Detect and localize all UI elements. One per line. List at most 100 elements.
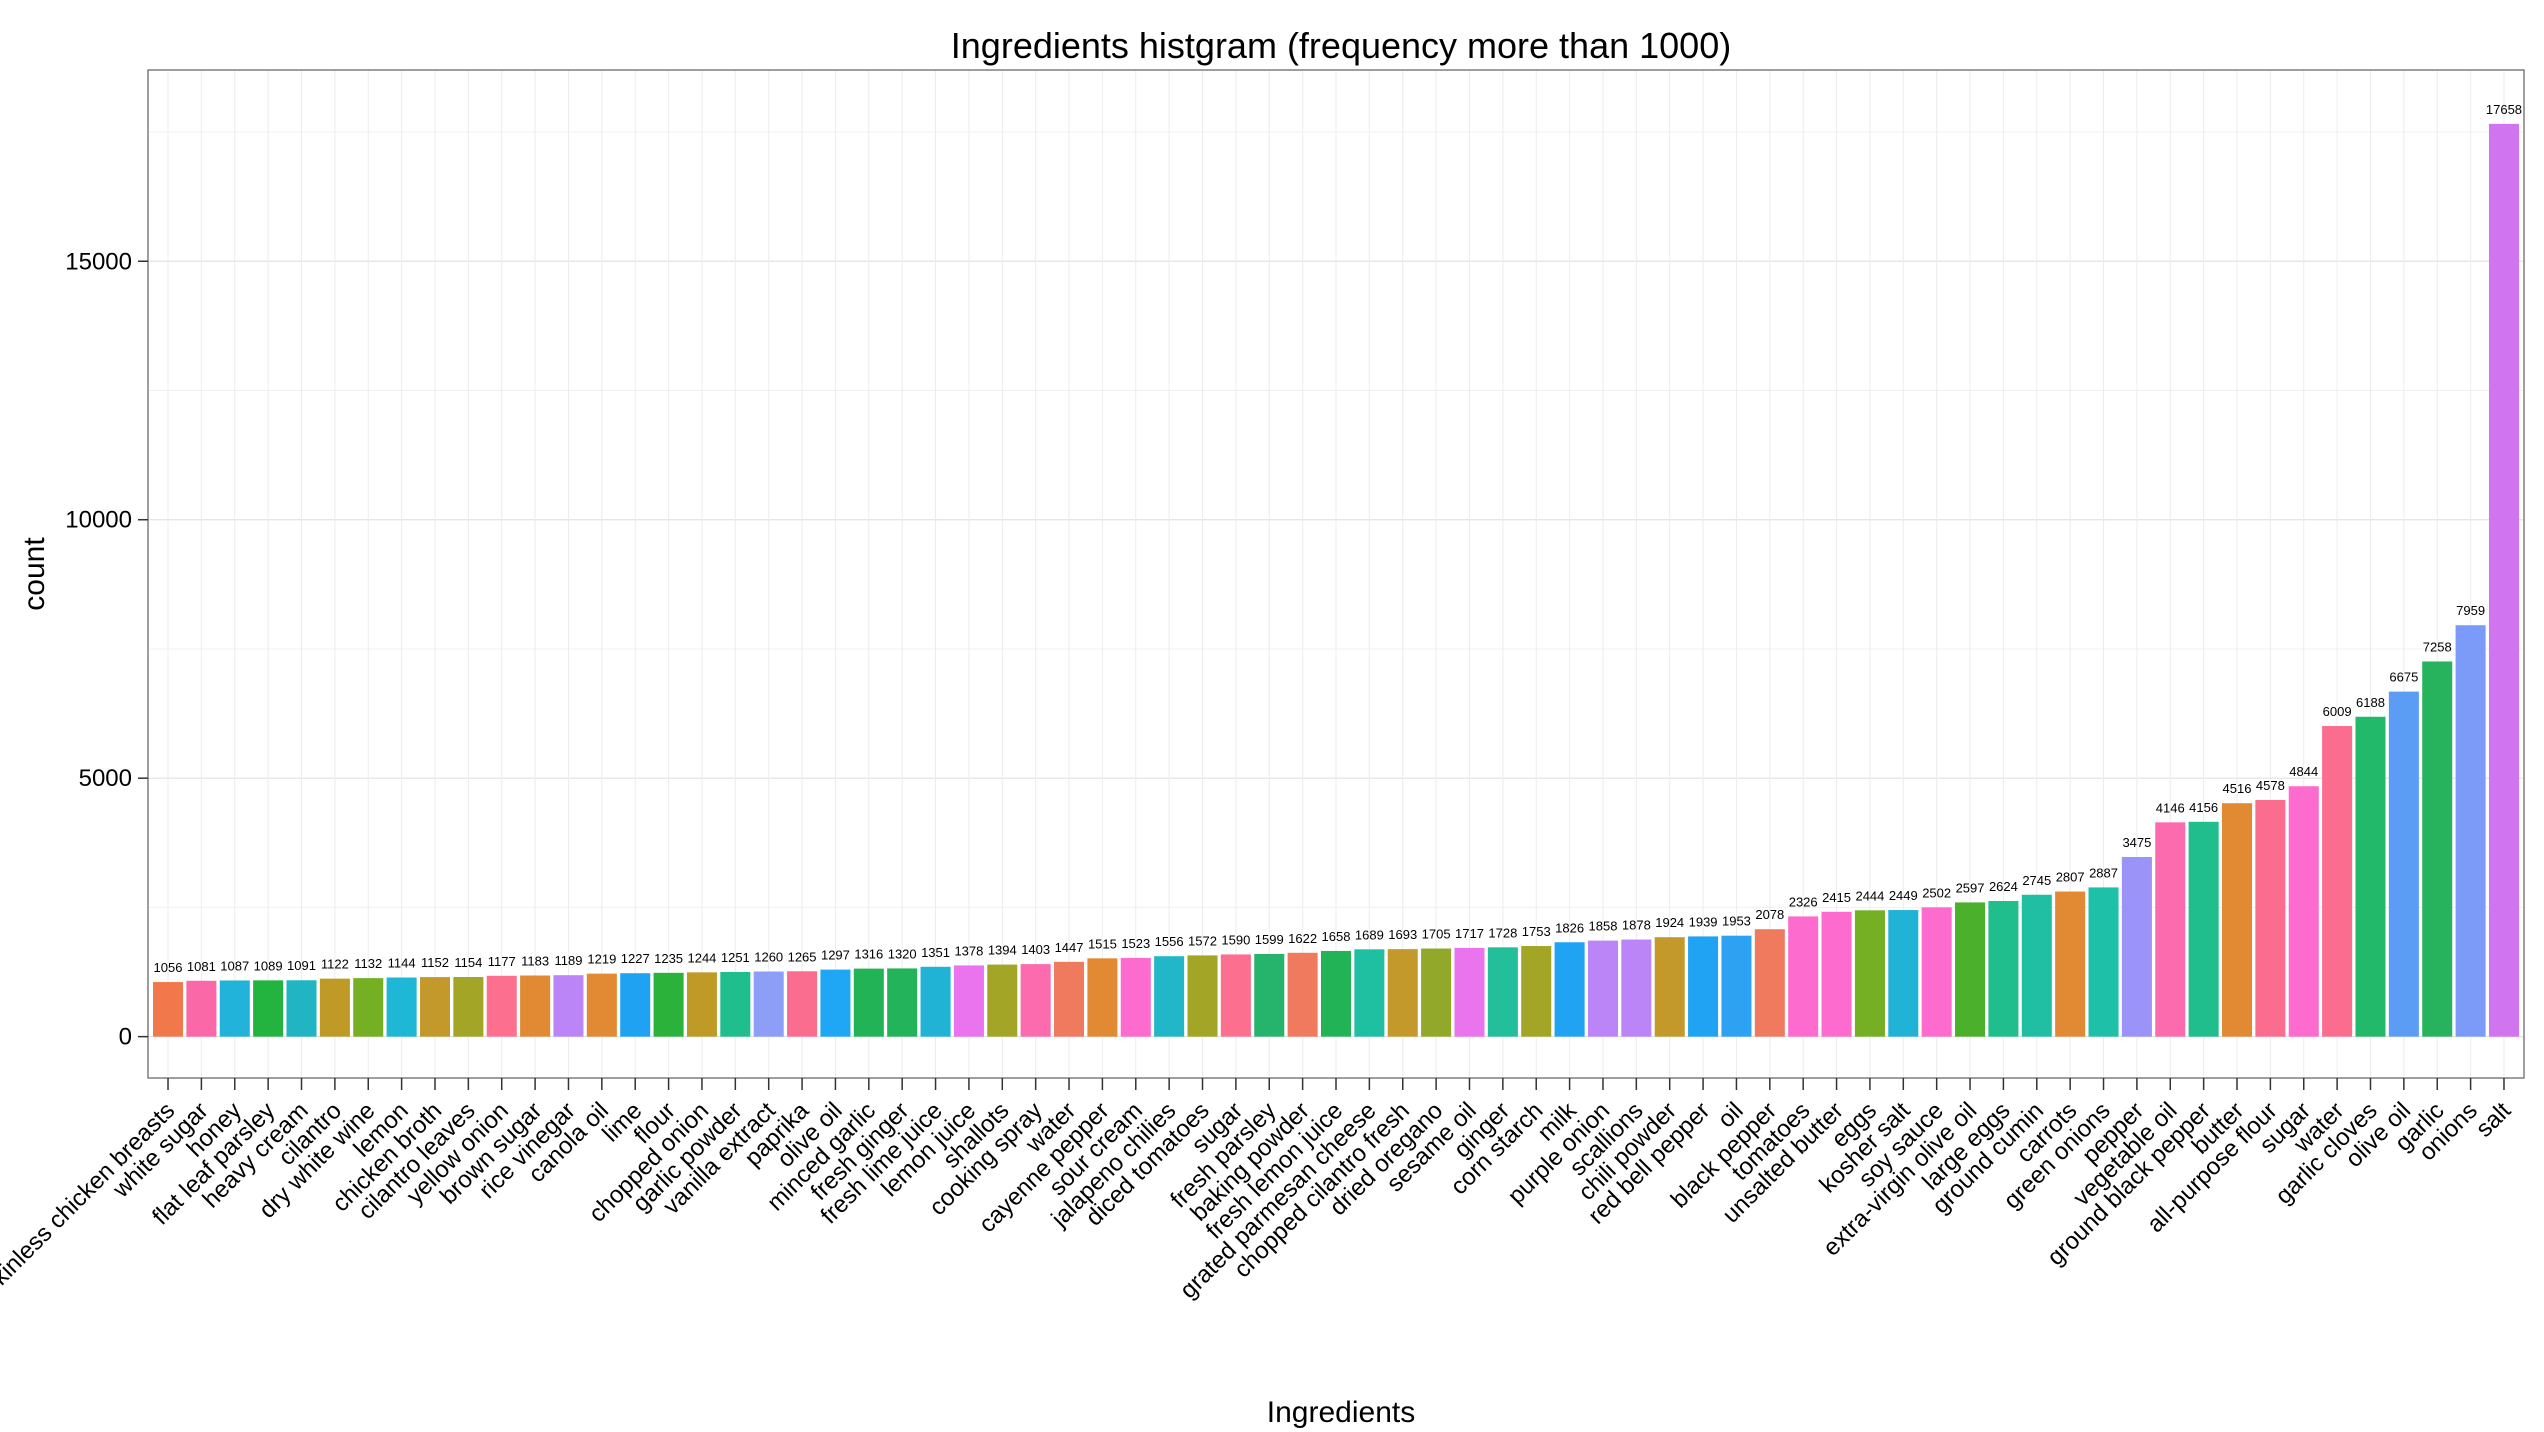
bar-value-label: 1403 bbox=[1021, 942, 1050, 957]
bar-value-label: 2444 bbox=[1855, 888, 1884, 903]
x-tick-label: salt bbox=[2471, 1097, 2517, 1143]
bar-value-label: 2415 bbox=[1822, 890, 1851, 905]
bar bbox=[1220, 954, 1251, 1037]
bar-value-label: 1260 bbox=[754, 950, 783, 965]
bar bbox=[853, 968, 884, 1037]
bar bbox=[1821, 911, 1852, 1037]
bar bbox=[1421, 948, 1452, 1037]
bar-value-label: 1515 bbox=[1088, 936, 1117, 951]
bar-value-label: 4516 bbox=[2223, 781, 2252, 796]
bar-value-label: 1572 bbox=[1188, 933, 1217, 948]
bar bbox=[1020, 964, 1051, 1037]
bar bbox=[787, 971, 818, 1037]
bar bbox=[1387, 949, 1418, 1037]
bar-value-label: 1154 bbox=[454, 955, 482, 970]
bar-value-label: 1447 bbox=[1055, 940, 1084, 955]
bar bbox=[1888, 910, 1919, 1037]
bar bbox=[353, 978, 384, 1037]
bar bbox=[2088, 887, 2119, 1037]
bar bbox=[753, 971, 784, 1037]
bar-value-label: 1219 bbox=[587, 952, 616, 967]
bar bbox=[1054, 961, 1085, 1037]
bar-value-label: 1924 bbox=[1655, 915, 1684, 930]
bar-value-label: 4578 bbox=[2256, 778, 2285, 793]
bar-value-label: 1394 bbox=[988, 943, 1017, 958]
bar bbox=[1688, 936, 1719, 1037]
bar bbox=[953, 965, 984, 1037]
bar-value-label: 4156 bbox=[2189, 800, 2218, 815]
bar bbox=[1854, 910, 1885, 1037]
grid-lines bbox=[148, 70, 2524, 1078]
bar bbox=[2355, 716, 2386, 1037]
bar bbox=[2455, 625, 2486, 1037]
bar-value-label: 1622 bbox=[1288, 931, 1317, 946]
bar bbox=[987, 964, 1018, 1037]
bar bbox=[153, 982, 184, 1037]
bar bbox=[2155, 822, 2186, 1037]
bar-value-label: 6675 bbox=[2389, 670, 2418, 685]
bar-value-label: 1599 bbox=[1255, 932, 1284, 947]
bar-value-label: 1693 bbox=[1388, 927, 1417, 942]
bar bbox=[686, 972, 717, 1037]
bar-value-label: 1056 bbox=[154, 960, 183, 975]
bar-value-label: 1658 bbox=[1322, 929, 1351, 944]
bar-value-label: 2502 bbox=[1922, 885, 1951, 900]
bar bbox=[720, 971, 751, 1037]
bar-value-label: 1717 bbox=[1455, 926, 1484, 941]
bar bbox=[1354, 949, 1385, 1037]
bar bbox=[1154, 956, 1185, 1037]
bar-value-label: 1523 bbox=[1121, 936, 1150, 951]
bar-value-label: 1144 bbox=[388, 956, 416, 971]
bar-value-label: 1189 bbox=[554, 953, 582, 968]
bar bbox=[1654, 937, 1685, 1037]
bar bbox=[820, 969, 851, 1037]
bar-value-label: 2078 bbox=[1755, 907, 1784, 922]
x-axis-title: Ingredients bbox=[1267, 1396, 1415, 1429]
bar-value-label: 1132 bbox=[354, 956, 382, 971]
bar bbox=[1287, 952, 1318, 1037]
bar bbox=[1521, 946, 1552, 1037]
bar-value-label: 2745 bbox=[2022, 873, 2051, 888]
bar bbox=[453, 976, 484, 1037]
bar bbox=[2422, 661, 2453, 1037]
bar-value-label: 1556 bbox=[1155, 934, 1184, 949]
bar bbox=[486, 975, 517, 1037]
bar bbox=[286, 980, 317, 1037]
bar-value-label: 1152 bbox=[421, 955, 449, 970]
bar bbox=[887, 968, 918, 1037]
bar-value-label: 2624 bbox=[1989, 879, 2018, 894]
bar bbox=[1955, 902, 1986, 1037]
bar-value-label: 1089 bbox=[254, 958, 283, 973]
bar-value-label: 1351 bbox=[921, 945, 950, 960]
bar-value-label: 1297 bbox=[821, 948, 850, 963]
bar-value-label: 1953 bbox=[1722, 914, 1751, 929]
bar bbox=[1788, 916, 1819, 1037]
bar bbox=[1320, 950, 1352, 1037]
y-tick-label: 15000 bbox=[65, 248, 132, 275]
bar bbox=[2121, 857, 2152, 1037]
bar-value-label: 6009 bbox=[2323, 704, 2352, 719]
bar-value-label: 1087 bbox=[220, 958, 249, 973]
bar-value-label: 1728 bbox=[1488, 925, 1517, 940]
bar-value-label: 1878 bbox=[1622, 918, 1651, 933]
bar bbox=[219, 980, 250, 1037]
y-axis: 0 5000 10000 15000 bbox=[65, 248, 148, 1051]
bar bbox=[1187, 955, 1218, 1037]
bar bbox=[1454, 947, 1485, 1037]
bar bbox=[1554, 942, 1585, 1037]
y-tick-label: 5000 bbox=[79, 765, 132, 792]
bar-value-label: 2887 bbox=[2089, 865, 2118, 880]
bar-value-label: 1244 bbox=[687, 950, 716, 965]
bar-value-label: 1858 bbox=[1589, 919, 1618, 934]
bars-group bbox=[153, 123, 2519, 1037]
bar-value-label: 2449 bbox=[1889, 888, 1918, 903]
bar-value-label: 1378 bbox=[954, 943, 983, 958]
bar bbox=[386, 977, 417, 1037]
bar-value-label: 1177 bbox=[488, 954, 516, 969]
bar-value-label: 2597 bbox=[1956, 880, 1985, 895]
bar bbox=[2288, 786, 2319, 1037]
bar bbox=[1254, 953, 1285, 1037]
